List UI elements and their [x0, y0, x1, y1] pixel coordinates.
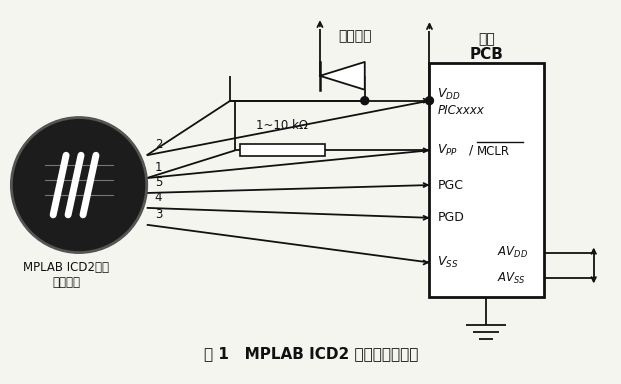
Polygon shape [320, 62, 365, 90]
Text: /: / [469, 144, 474, 157]
Text: $AV_{DD}$: $AV_{DD}$ [497, 245, 528, 260]
Bar [430, 63, 544, 297]
Circle shape [361, 97, 369, 104]
Text: 4: 4 [155, 191, 162, 204]
Circle shape [11, 118, 147, 253]
Text: 1: 1 [155, 161, 162, 174]
Bar [240, 144, 325, 156]
Text: PCB: PCB [469, 46, 503, 61]
Text: $V_{PP}$: $V_{PP}$ [437, 143, 458, 158]
Text: $AV_{SS}$: $AV_{SS}$ [497, 271, 526, 286]
Text: 图 1   MPLAB ICD2 与目标板的连接: 图 1 MPLAB ICD2 与目标板的连接 [204, 346, 418, 361]
Text: 5: 5 [155, 176, 162, 189]
Text: 应用: 应用 [478, 32, 494, 46]
Text: 连接插座: 连接插座 [52, 276, 80, 289]
Text: 用户复位: 用户复位 [338, 29, 371, 43]
Text: 3: 3 [155, 208, 162, 221]
Text: MPLAB ICD2接口: MPLAB ICD2接口 [23, 261, 109, 274]
Text: 2: 2 [155, 138, 162, 151]
Text: MCLR: MCLR [478, 145, 510, 158]
Text: $V_{SS}$: $V_{SS}$ [437, 255, 459, 270]
Text: PGD: PGD [437, 211, 465, 224]
Text: PGC: PGC [437, 179, 463, 192]
Text: PICxxxx: PICxxxx [437, 104, 484, 117]
Text: $V_{DD}$: $V_{DD}$ [437, 87, 461, 102]
Circle shape [425, 97, 433, 104]
Text: 1~10 kΩ: 1~10 kΩ [256, 119, 308, 132]
